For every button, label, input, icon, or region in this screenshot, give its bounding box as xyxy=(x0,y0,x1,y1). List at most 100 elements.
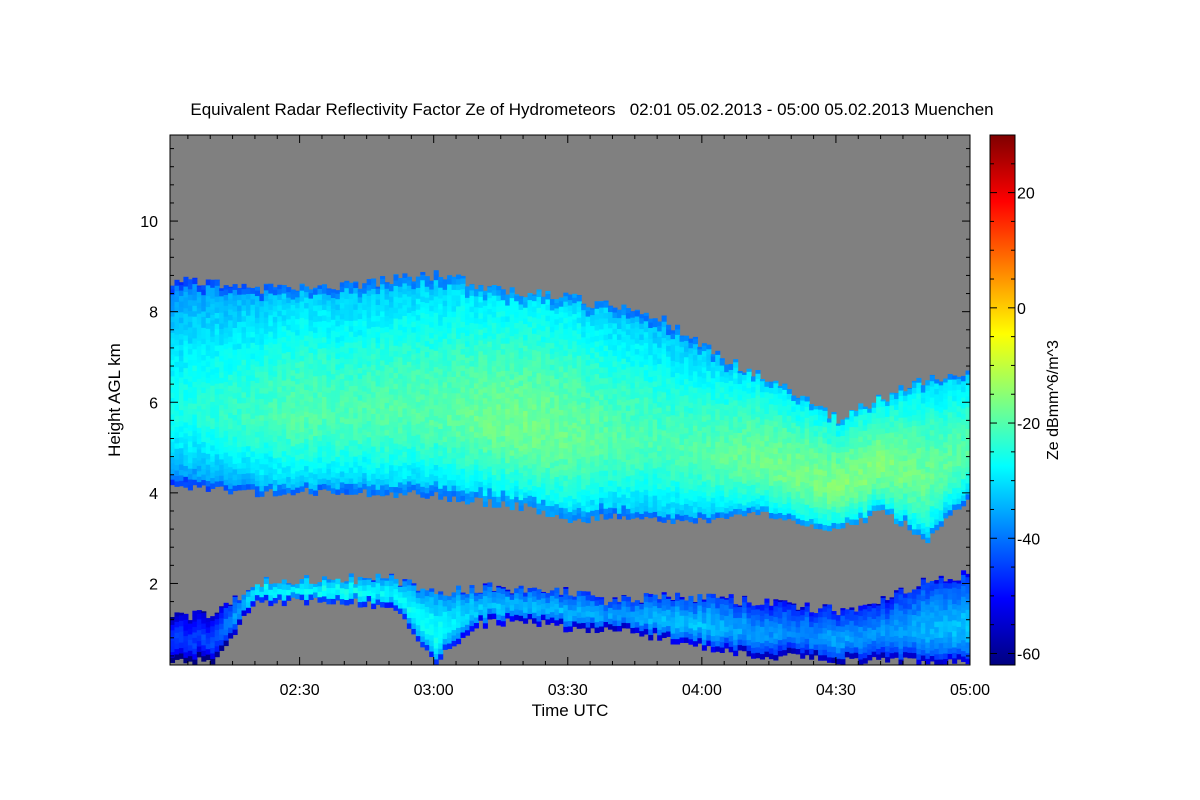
reflectivity-cell xyxy=(388,415,395,422)
reflectivity-cell xyxy=(201,332,207,339)
reflectivity-cell xyxy=(272,321,278,328)
reflectivity-cell xyxy=(661,500,667,507)
reflectivity-cell xyxy=(371,364,377,371)
reflectivity-cell xyxy=(540,368,547,375)
reflectivity-cell xyxy=(688,418,694,425)
reflectivity-cell xyxy=(715,365,721,372)
reflectivity-cell xyxy=(706,446,712,453)
reflectivity-cell xyxy=(268,456,274,463)
reflectivity-cell xyxy=(308,385,314,392)
reflectivity-cell xyxy=(728,401,734,409)
reflectivity-cell xyxy=(558,355,564,362)
reflectivity-cell xyxy=(464,487,471,494)
reflectivity-cell xyxy=(500,386,506,393)
reflectivity-cell xyxy=(692,441,698,448)
reflectivity-cell xyxy=(683,372,690,379)
reflectivity-cell xyxy=(621,510,627,517)
reflectivity-cell xyxy=(567,299,573,306)
reflectivity-cell xyxy=(505,446,511,453)
reflectivity-cell xyxy=(670,387,676,394)
reflectivity-cell xyxy=(366,409,372,416)
reflectivity-cell xyxy=(505,375,511,382)
reflectivity-cell xyxy=(228,455,234,462)
reflectivity-cell xyxy=(594,433,600,440)
reflectivity-cell xyxy=(536,394,542,401)
reflectivity-cell xyxy=(496,322,502,329)
reflectivity-cell xyxy=(464,405,471,413)
reflectivity-cell xyxy=(272,316,278,323)
reflectivity-cell xyxy=(496,354,502,361)
reflectivity-cell xyxy=(545,467,551,474)
reflectivity-cell xyxy=(496,452,502,459)
reflectivity-cell xyxy=(473,437,479,444)
reflectivity-cell xyxy=(724,387,730,394)
reflectivity-cell xyxy=(375,407,381,414)
reflectivity-cell xyxy=(339,476,345,483)
reflectivity-cell xyxy=(451,403,457,410)
reflectivity-cell xyxy=(540,488,547,495)
reflectivity-cell xyxy=(514,393,520,400)
reflectivity-cell xyxy=(183,427,189,434)
reflectivity-cell xyxy=(456,409,462,416)
reflectivity-cell xyxy=(393,274,399,276)
reflectivity-cell xyxy=(532,371,538,378)
reflectivity-cell xyxy=(178,387,185,394)
reflectivity-cell xyxy=(214,442,220,449)
reflectivity-cell xyxy=(192,326,198,334)
reflectivity-cell xyxy=(692,474,698,481)
reflectivity-cell xyxy=(442,425,448,432)
reflectivity-cell xyxy=(688,494,694,501)
reflectivity-cell xyxy=(514,306,520,313)
reflectivity-cell xyxy=(523,301,529,308)
reflectivity-cell xyxy=(326,299,332,306)
reflectivity-cell xyxy=(384,369,390,376)
reflectivity-cell xyxy=(241,473,247,480)
reflectivity-cell xyxy=(371,369,377,376)
reflectivity-cell xyxy=(388,328,395,335)
reflectivity-cell xyxy=(205,426,211,433)
reflectivity-cell xyxy=(384,407,390,414)
reflectivity-cell xyxy=(523,464,529,471)
reflectivity-cell xyxy=(438,314,444,321)
reflectivity-cell xyxy=(299,436,305,443)
reflectivity-cell xyxy=(634,506,640,513)
reflectivity-cell xyxy=(411,446,417,453)
reflectivity-cell xyxy=(178,442,185,449)
reflectivity-cell xyxy=(706,511,712,518)
reflectivity-cell xyxy=(254,344,260,351)
reflectivity-cell xyxy=(590,510,596,517)
reflectivity-cell xyxy=(616,404,622,411)
reflectivity-cell xyxy=(491,316,497,323)
reflectivity-cell xyxy=(536,388,542,395)
reflectivity-cell xyxy=(326,321,332,328)
reflectivity-cell xyxy=(487,389,493,396)
reflectivity-cell xyxy=(295,454,301,461)
reflectivity-cell xyxy=(388,410,395,417)
reflectivity-cell xyxy=(313,321,319,328)
reflectivity-cell xyxy=(616,333,622,340)
reflectivity-cell xyxy=(259,316,265,323)
reflectivity-cell xyxy=(228,482,234,489)
reflectivity-cell xyxy=(228,390,234,397)
reflectivity-cell xyxy=(438,461,444,468)
reflectivity-cell xyxy=(263,355,269,362)
reflectivity-cell xyxy=(433,464,439,471)
reflectivity-cell xyxy=(500,315,506,322)
reflectivity-cell xyxy=(482,299,488,306)
reflectivity-cell xyxy=(549,331,555,338)
reflectivity-cell xyxy=(201,473,207,481)
reflectivity-cell xyxy=(335,320,341,327)
reflectivity-cell xyxy=(183,383,189,390)
reflectivity-cell xyxy=(380,278,386,285)
reflectivity-cell xyxy=(415,401,421,408)
reflectivity-cell xyxy=(268,314,274,321)
reflectivity-cell xyxy=(487,313,493,320)
reflectivity-cell xyxy=(420,453,426,460)
reflectivity-cell xyxy=(214,361,220,368)
reflectivity-cell xyxy=(737,405,743,412)
reflectivity-cell xyxy=(272,387,278,394)
reflectivity-cell xyxy=(603,307,609,314)
reflectivity-cell xyxy=(183,454,189,461)
reflectivity-cell xyxy=(384,347,390,355)
